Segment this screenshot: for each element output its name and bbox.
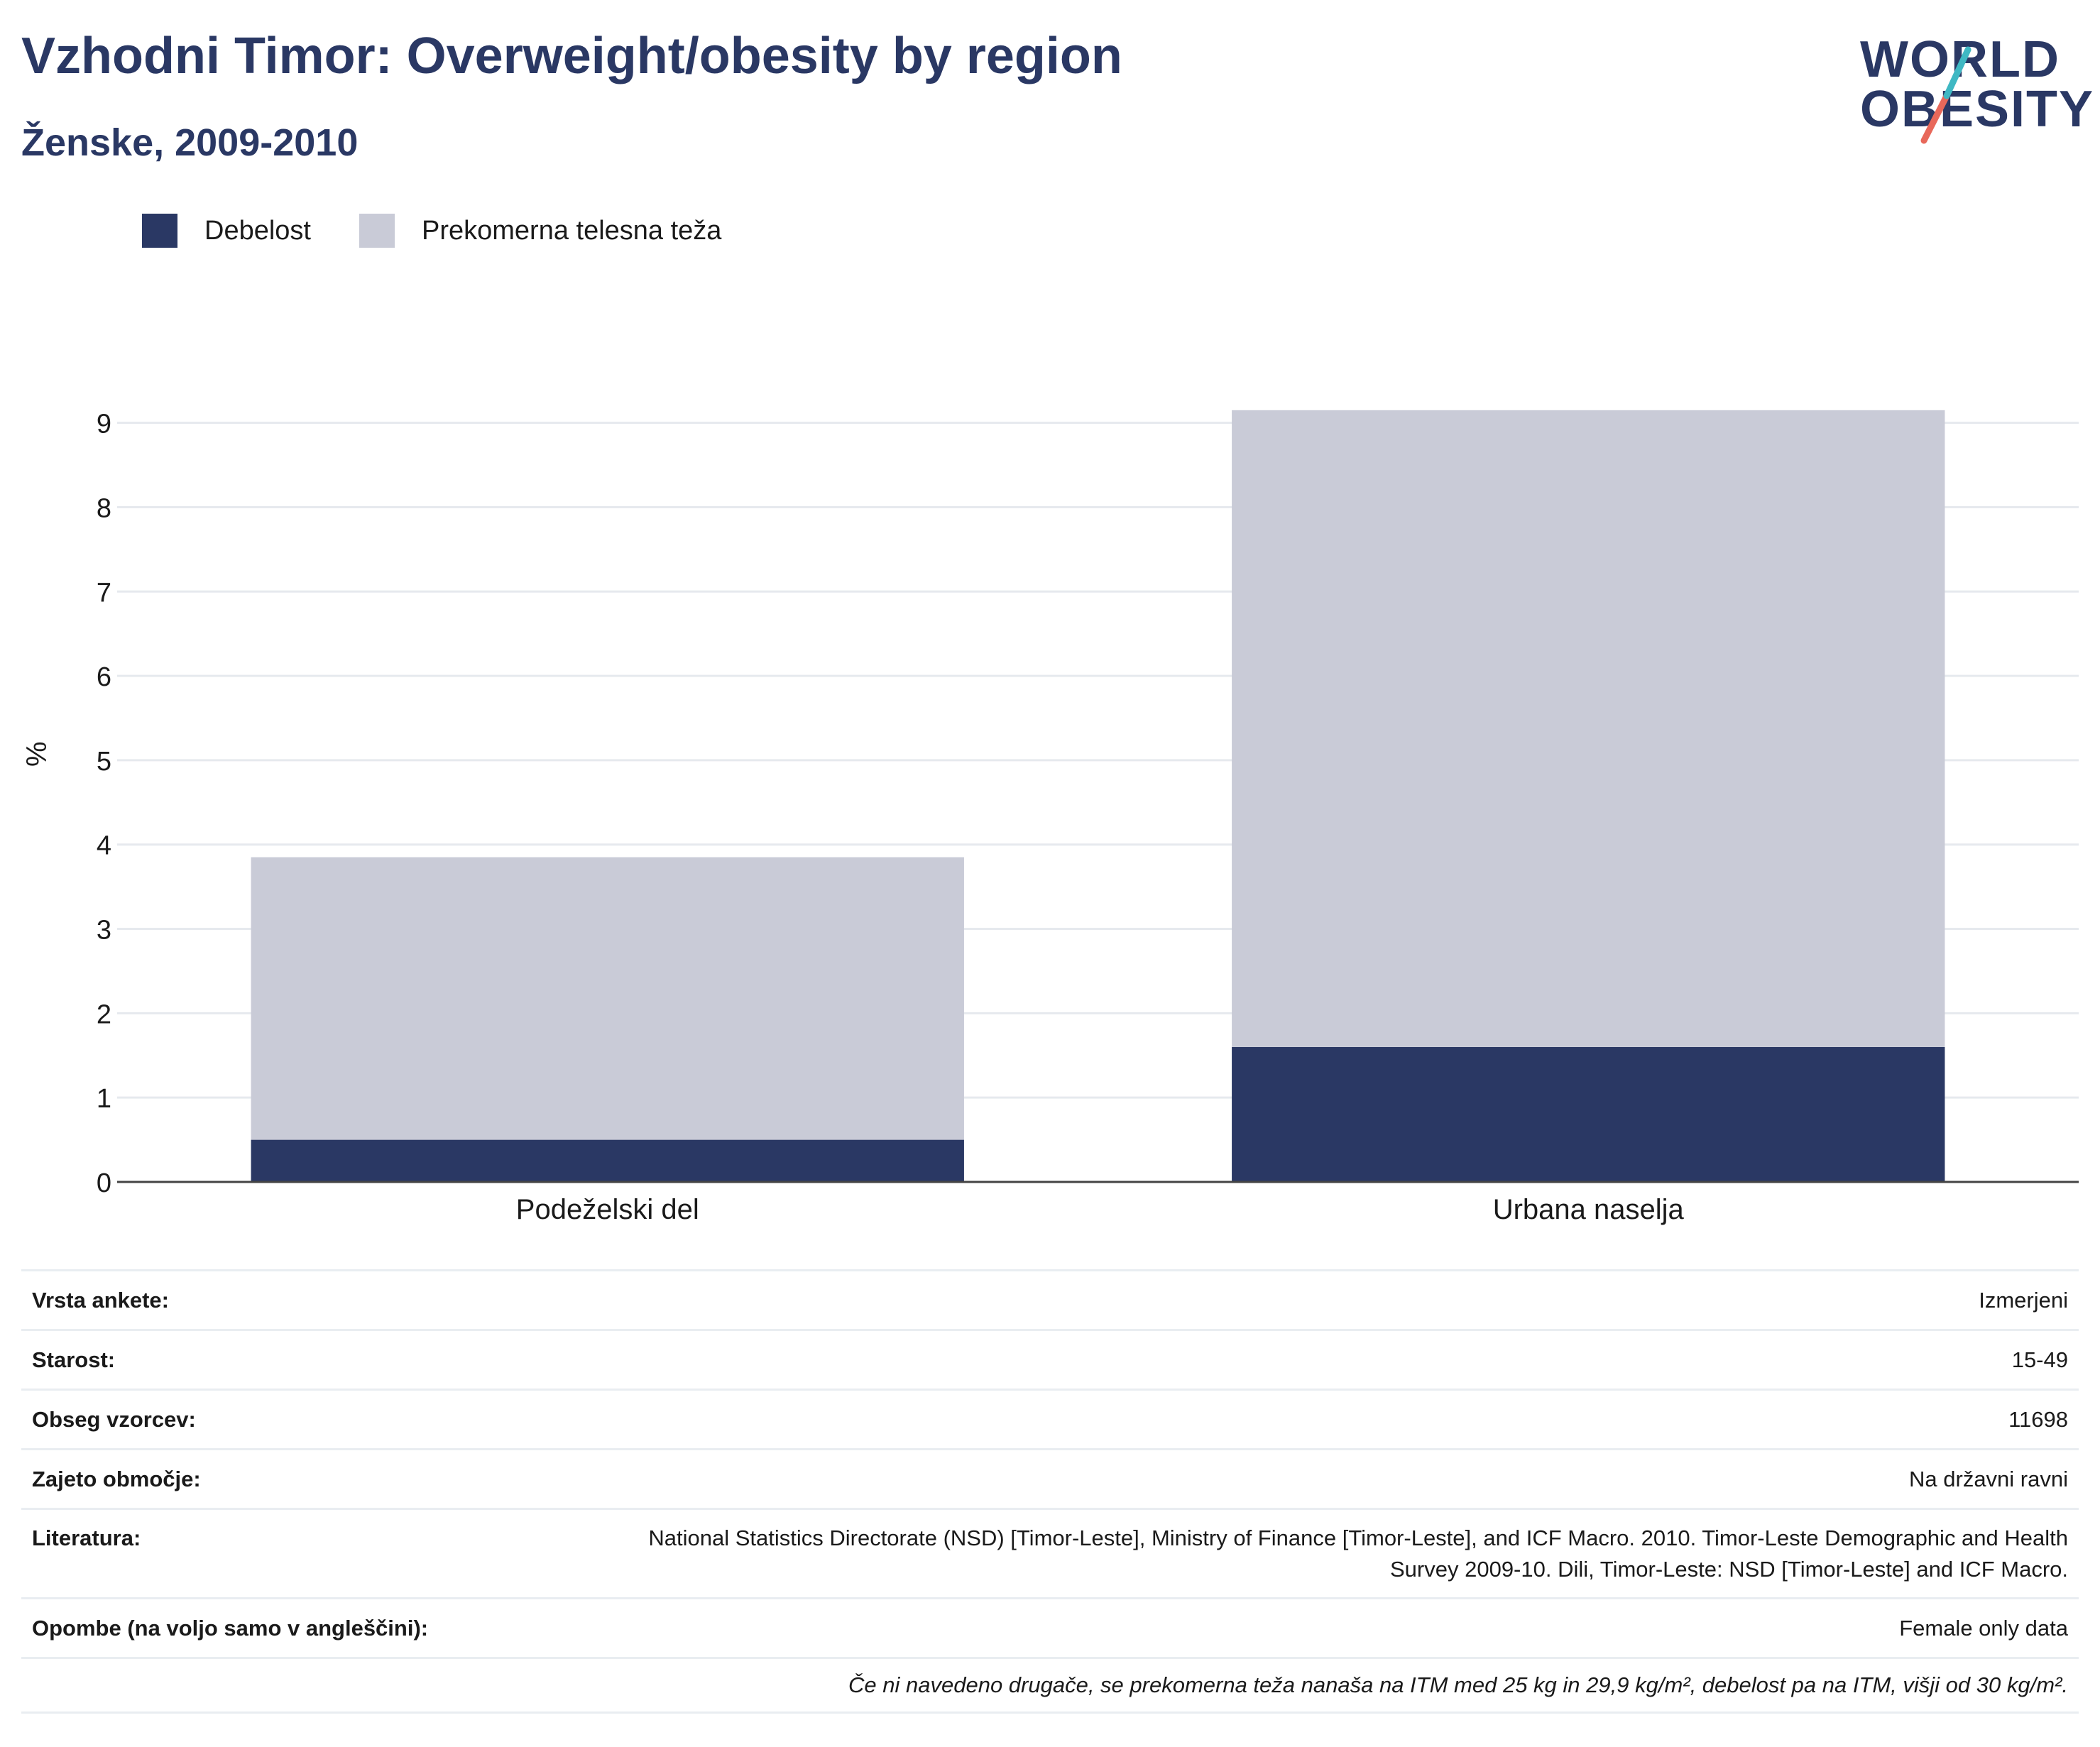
meta-value: Na državni ravni [1909, 1466, 2068, 1491]
meta-value: Female only data [1899, 1615, 2068, 1641]
y-tick-label: 0 [97, 1168, 111, 1198]
bmi-definition-note: Če ni navedeno drugače, se prekomerna te… [21, 1657, 2079, 1714]
chart-title: Vzhodni Timor: Overweight/obesity by reg… [21, 28, 1122, 84]
legend-label-overweight: Prekomerna telesna teža [421, 215, 722, 246]
y-tick-label: 8 [97, 493, 111, 523]
meta-key: Zajeto območje: [32, 1466, 201, 1491]
bar-obesity [1232, 1046, 1945, 1182]
y-tick-label: 1 [97, 1084, 111, 1114]
meta-row-literature: Literatura: National Statistics Director… [21, 1508, 2079, 1597]
logo-text-line2: OBESITY [1860, 81, 2095, 138]
y-tick-label: 7 [97, 578, 111, 608]
y-tick-label: 4 [97, 831, 111, 861]
meta-value: Izmerjeni [1979, 1287, 2068, 1313]
meta-value: 11698 [2008, 1406, 2068, 1432]
legend-item-overweight[interactable]: Prekomerna telesna teža [359, 214, 721, 248]
logo-slash-icon [1920, 46, 1972, 144]
meta-row-sample-size: Obseg vzorcev: 11698 [21, 1389, 2079, 1448]
meta-key: Obseg vzorcev: [32, 1406, 196, 1432]
bar-overweight [251, 857, 964, 1140]
legend-swatch-overweight [359, 214, 395, 248]
x-tick-label: Podeželski del [516, 1194, 699, 1225]
meta-row-survey-type: Vrsta ankete: Izmerjeni [21, 1269, 2079, 1329]
legend-label-obesity: Debelost [204, 215, 311, 246]
x-tick-label: Urbana naselja [1493, 1194, 1685, 1225]
legend-item-obesity[interactable]: Debelost [142, 214, 311, 248]
meta-key: Literatura: [32, 1526, 141, 1550]
bar-overweight [1232, 410, 1945, 1047]
meta-key: Vrsta ankete: [32, 1287, 169, 1313]
meta-value-literature: National Statistics Directorate (NSD) [T… [648, 1525, 2068, 1582]
meta-row-age: Starost: 15-49 [21, 1329, 2079, 1389]
bar-chart: 0 1 2 3 4 5 6 7 8 9 Podeželski del Urbana naselja [97, 410, 2079, 1225]
y-tick-label: 9 [97, 410, 111, 439]
meta-key: Opombe (na voljo samo v angleščini): [32, 1615, 429, 1641]
y-tick-label: 2 [97, 1000, 111, 1029]
legend-swatch-obesity [142, 214, 177, 248]
y-tick-label: 6 [97, 662, 111, 692]
bar-obesity [251, 1139, 964, 1182]
logo-text-line1: WORLD [1860, 34, 2060, 85]
meta-key: Starost: [32, 1347, 116, 1372]
world-obesity-logo: WORLD OBESITY [1846, 28, 2093, 156]
y-tick-label: 5 [97, 747, 111, 777]
meta-row-notes: Opombe (na voljo samo v angleščini): Fem… [21, 1597, 2079, 1657]
meta-row-area-covered: Zajeto območje: Na državni ravni [21, 1448, 2079, 1508]
survey-metadata-table: Vrsta ankete: Izmerjeni Starost: 15-49 O… [21, 1269, 2079, 1714]
y-tick-label: 3 [97, 916, 111, 946]
chart-legend: Debelost Prekomerna telesna teža [142, 213, 770, 248]
chart-subtitle: Ženske, 2009-2010 [21, 121, 359, 164]
meta-value: 15-49 [2011, 1347, 2068, 1372]
